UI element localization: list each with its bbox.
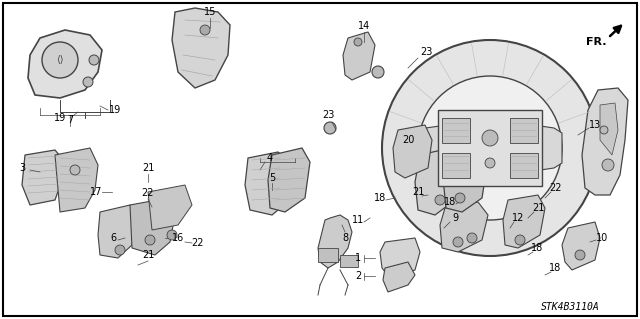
Text: 20: 20 xyxy=(402,135,414,145)
Polygon shape xyxy=(383,262,415,292)
Polygon shape xyxy=(600,103,618,155)
Text: 18: 18 xyxy=(444,197,456,207)
Text: 18: 18 xyxy=(374,193,386,203)
Circle shape xyxy=(515,235,525,245)
Circle shape xyxy=(575,250,585,260)
Polygon shape xyxy=(520,123,562,173)
Circle shape xyxy=(372,66,384,78)
Text: 16: 16 xyxy=(172,233,184,243)
Text: STK4B3110A: STK4B3110A xyxy=(541,302,600,312)
Text: 23: 23 xyxy=(420,47,432,57)
Text: 18: 18 xyxy=(531,243,543,253)
Text: 18: 18 xyxy=(549,263,561,273)
Circle shape xyxy=(455,193,465,203)
Polygon shape xyxy=(443,145,488,212)
Text: 21: 21 xyxy=(412,187,424,197)
Circle shape xyxy=(200,25,210,35)
Polygon shape xyxy=(438,110,542,186)
Polygon shape xyxy=(582,88,628,195)
Circle shape xyxy=(89,55,99,65)
Circle shape xyxy=(382,40,598,256)
Circle shape xyxy=(600,126,608,134)
Polygon shape xyxy=(442,153,470,178)
Circle shape xyxy=(42,42,78,78)
Text: 21: 21 xyxy=(532,203,544,213)
Text: 14: 14 xyxy=(358,21,370,31)
Circle shape xyxy=(145,235,155,245)
Polygon shape xyxy=(130,198,175,255)
Text: 15: 15 xyxy=(204,7,216,17)
Polygon shape xyxy=(510,118,538,143)
Circle shape xyxy=(453,237,463,247)
Text: 3: 3 xyxy=(19,163,25,173)
Text: 21: 21 xyxy=(142,163,154,173)
Bar xyxy=(340,255,358,267)
Text: 17: 17 xyxy=(90,187,102,197)
Polygon shape xyxy=(172,8,230,88)
Polygon shape xyxy=(562,222,600,270)
Text: ⟨⟩: ⟨⟩ xyxy=(56,55,64,65)
Circle shape xyxy=(467,233,477,243)
Text: 23: 23 xyxy=(322,110,334,120)
Polygon shape xyxy=(343,32,375,80)
Circle shape xyxy=(83,77,93,87)
Text: 19: 19 xyxy=(109,105,121,115)
Circle shape xyxy=(70,165,80,175)
Polygon shape xyxy=(148,185,192,230)
Text: 13: 13 xyxy=(589,120,601,130)
Circle shape xyxy=(167,230,177,240)
Polygon shape xyxy=(22,150,65,205)
Circle shape xyxy=(418,76,562,220)
Text: 22: 22 xyxy=(548,183,561,193)
Text: 5: 5 xyxy=(269,173,275,183)
Polygon shape xyxy=(440,202,488,252)
Circle shape xyxy=(115,245,125,255)
Circle shape xyxy=(485,158,495,168)
Polygon shape xyxy=(418,123,460,173)
Text: 12: 12 xyxy=(512,213,524,223)
Text: 21: 21 xyxy=(142,250,154,260)
Circle shape xyxy=(324,122,336,134)
Polygon shape xyxy=(318,215,352,268)
Polygon shape xyxy=(55,148,98,212)
Text: 10: 10 xyxy=(596,233,608,243)
Text: FR.: FR. xyxy=(586,37,606,47)
Text: 11: 11 xyxy=(352,215,364,225)
Text: 2: 2 xyxy=(355,271,361,281)
Polygon shape xyxy=(415,148,460,215)
Polygon shape xyxy=(442,118,470,143)
Text: 19: 19 xyxy=(54,113,66,123)
Polygon shape xyxy=(98,205,138,258)
Polygon shape xyxy=(503,195,545,248)
Polygon shape xyxy=(510,153,538,178)
Circle shape xyxy=(602,159,614,171)
Polygon shape xyxy=(245,152,295,215)
Circle shape xyxy=(354,38,362,46)
Text: 22: 22 xyxy=(192,238,204,248)
Circle shape xyxy=(435,195,445,205)
Text: 22: 22 xyxy=(141,188,154,198)
Polygon shape xyxy=(28,30,102,98)
Bar xyxy=(318,248,338,262)
Text: 1: 1 xyxy=(355,253,361,263)
Circle shape xyxy=(482,130,498,146)
Text: 4: 4 xyxy=(267,153,273,163)
Polygon shape xyxy=(268,148,310,212)
Polygon shape xyxy=(380,238,420,278)
Text: 9: 9 xyxy=(452,213,458,223)
Text: 6: 6 xyxy=(110,233,116,243)
Text: 7: 7 xyxy=(67,115,73,125)
Text: 8: 8 xyxy=(342,233,348,243)
Polygon shape xyxy=(393,125,432,178)
